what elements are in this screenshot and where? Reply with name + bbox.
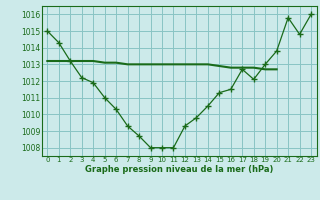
X-axis label: Graphe pression niveau de la mer (hPa): Graphe pression niveau de la mer (hPa) [85,165,273,174]
